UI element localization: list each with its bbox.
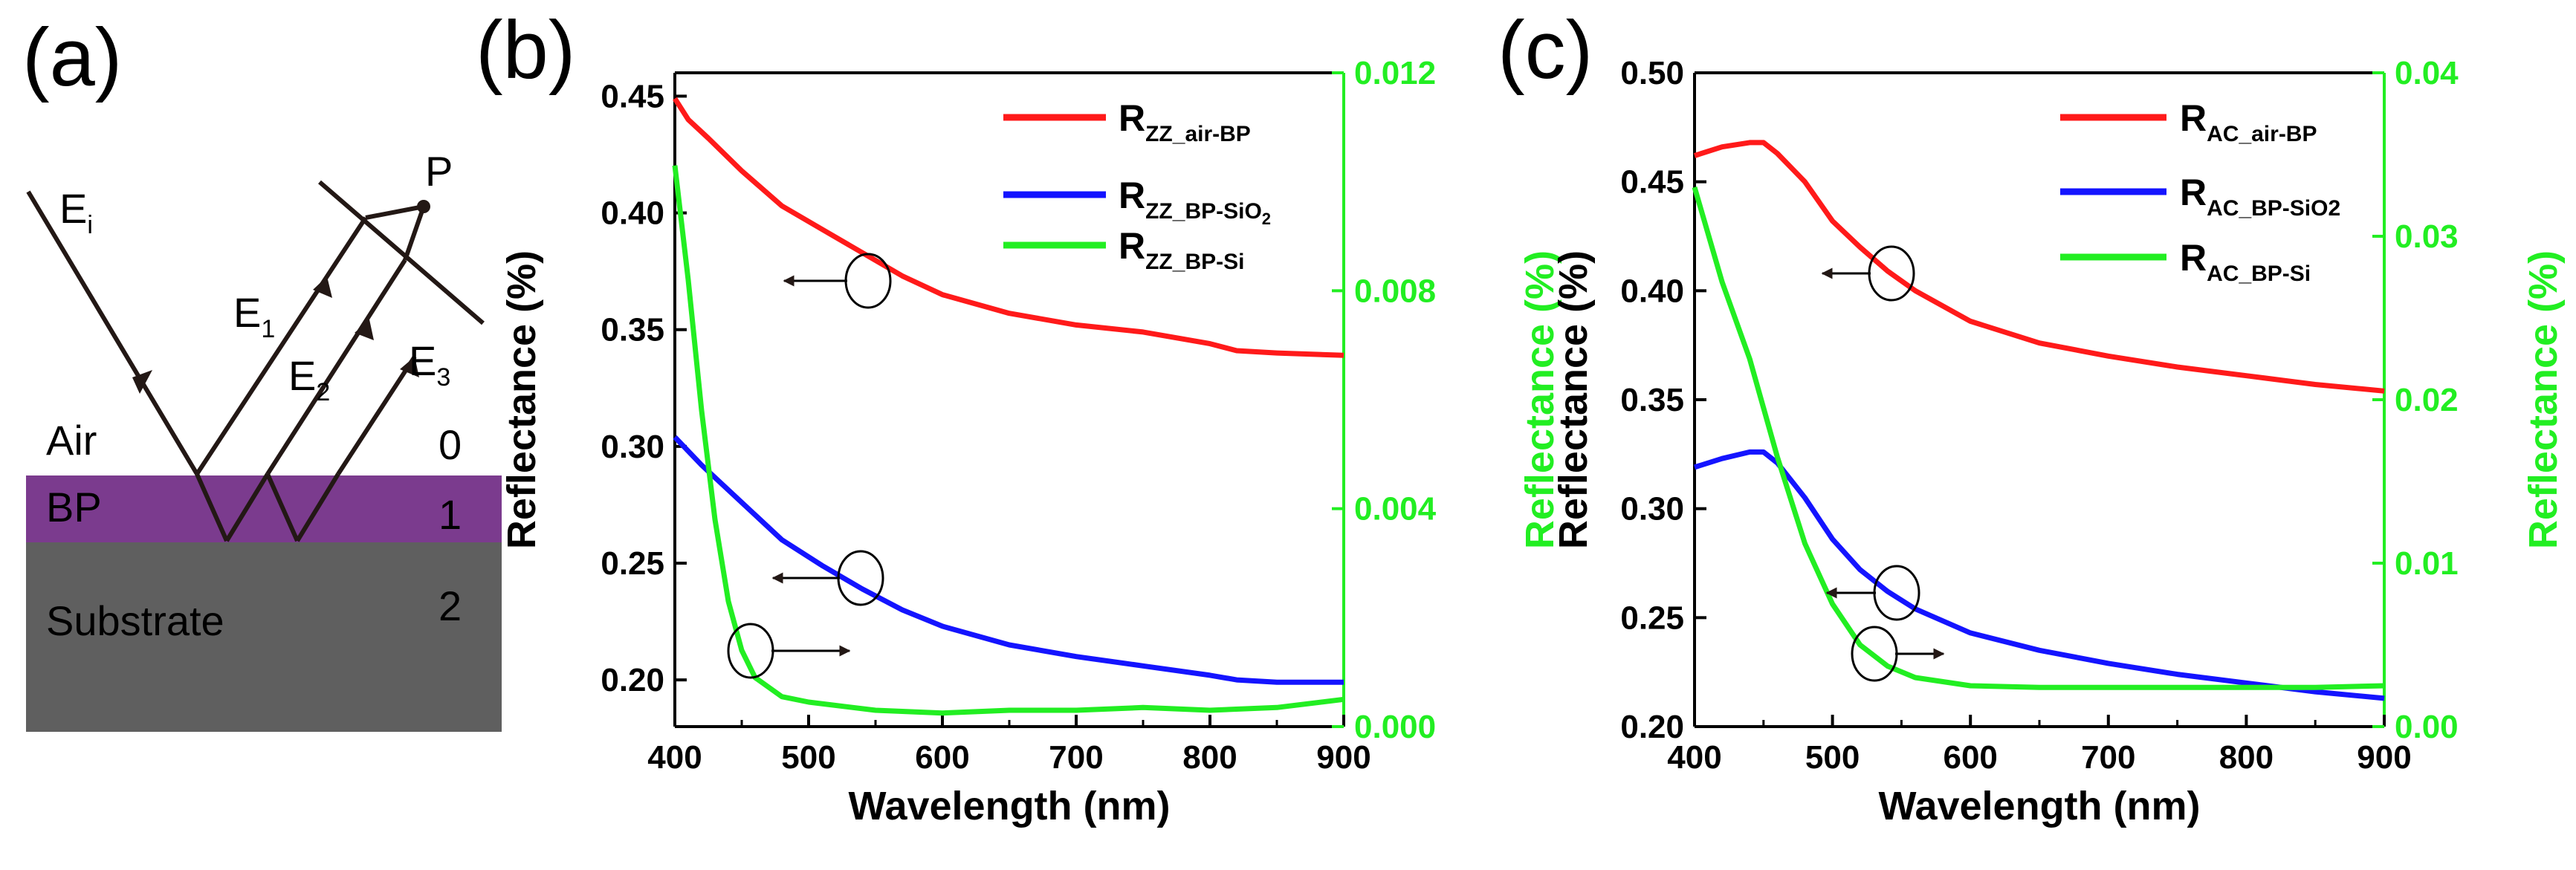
ylabel-right-c: Reflectance (%) (2521, 250, 2566, 549)
chart-c-annotations (1821, 245, 1945, 682)
refracted-ray-2 (265, 473, 300, 542)
series-line-c-0 (1693, 140, 2385, 394)
label-bp: BP (46, 484, 102, 530)
legend-b-red: RZZ_air-BP (1119, 97, 1251, 146)
wavefront-line (318, 180, 485, 325)
label-air: Air (46, 417, 97, 464)
xtick-label-b-0: 400 (647, 739, 702, 776)
legend-c-blue: RAC_BP-SiO2 (2180, 172, 2340, 221)
arrow-e3 (400, 357, 419, 377)
legend-b-blue: RZZ_BP-SiO2 (1119, 175, 1271, 228)
ytick-left-label-b-5: 0.45 (601, 78, 664, 114)
panel-a: (a) Ei E1 E2 E3 P Air 0 (22, 12, 502, 732)
chart-b: 400 500 600 700 800 900 0.20 0.25 0.30 0.35 0.40 0.… (499, 55, 1562, 828)
internal-ray-1 (224, 473, 270, 542)
ytick-right-label-b-0: 0.000 (1354, 709, 1436, 745)
path-to-p-1 (365, 204, 424, 220)
label-substrate-index: 2 (438, 582, 462, 629)
series-line-b-0 (673, 97, 1344, 358)
ytick-left-label-c-2: 0.30 (1620, 491, 1684, 527)
label-ei: Ei (59, 185, 93, 239)
ylabel-right-b: Reflectance (%) (1518, 250, 1562, 549)
xtick-label-c-3: 700 (2081, 739, 2135, 776)
label-e1: E1 (233, 289, 275, 343)
panel-b: (b) 400 500 600 700 800 900 0.20 0.25 0.30 0.35 0.… (476, 4, 1562, 828)
ytick-left-label-b-0: 0.20 (601, 662, 664, 698)
xtick-label-b-1: 500 (781, 739, 835, 776)
xtick-label-c-4: 800 (2219, 739, 2274, 776)
panel-b-letter: (b) (476, 4, 575, 96)
internal-ray-2 (295, 473, 340, 542)
ytick-left-label-b-4: 0.40 (601, 195, 664, 232)
legend-c-red: RAC_air-BP (2180, 97, 2317, 146)
ytick-left-label-c-4: 0.40 (1620, 273, 1684, 309)
arrow-e2 (355, 319, 374, 340)
panel-c-letter: (c) (1498, 4, 1593, 96)
ytick-right-label-c-2: 0.02 (2395, 382, 2459, 418)
xtick-label-b-5: 900 (1316, 739, 1370, 776)
annot-b-red-circle (844, 253, 892, 309)
ray-paths (26, 180, 485, 542)
incident-ray (26, 190, 199, 475)
ytick-left-label-c-0: 0.20 (1620, 709, 1684, 745)
label-substrate: Substrate (46, 597, 224, 644)
xtick-label-b-3: 700 (1049, 739, 1103, 776)
series-line-c-2 (1692, 186, 2385, 690)
label-bp-index: 1 (438, 491, 462, 538)
ylabel-left-b: Reflectance (%) (499, 250, 544, 549)
ytick-left-label-c-3: 0.35 (1620, 382, 1684, 418)
chart-b-legend: RZZ_air-BP RZZ_BP-SiO2 RZZ_BP-Si (1003, 97, 1271, 274)
ytick-right-label-c-1: 0.01 (2395, 545, 2459, 582)
xlabel-c: Wavelength (nm) (1878, 784, 2200, 828)
xtick-label-b-4: 800 (1182, 739, 1237, 776)
series-line-b-2 (672, 165, 1344, 716)
ytick-right-label-c-4: 0.04 (2395, 55, 2459, 91)
arrow-e1 (313, 276, 332, 298)
ytick-left-label-c-5: 0.45 (1620, 164, 1684, 201)
transmitted-ray-e2 (265, 259, 407, 475)
bp-layer (26, 475, 502, 542)
ytick-right-label-b-1: 0.004 (1354, 491, 1437, 527)
annot-c-blue-circle (1873, 565, 1920, 621)
ytick-left-label-b-1: 0.25 (601, 545, 664, 582)
ray-arrowheads (132, 276, 419, 394)
label-e3: E3 (409, 337, 450, 392)
xtick-label-c-2: 600 (1943, 739, 1997, 776)
ytick-right-label-c-3: 0.03 (2395, 218, 2459, 255)
ytick-right-label-b-3: 0.012 (1354, 55, 1436, 91)
refracted-ray-1 (195, 473, 229, 542)
xtick-label-c-5: 900 (2357, 739, 2411, 776)
xtick-label-c-1: 500 (1805, 739, 1860, 776)
chart-c-legend: RAC_air-BP RAC_BP-SiO2 RAC_BP-Si (2060, 97, 2340, 286)
ytick-left-label-c-1: 0.25 (1620, 600, 1684, 636)
point-p (417, 200, 430, 213)
xlabel-b: Wavelength (nm) (848, 784, 1170, 828)
label-air-index: 0 (438, 421, 462, 468)
ytick-left-label-b-2: 0.30 (601, 429, 664, 465)
reflected-ray-e1 (195, 216, 368, 475)
legend-b-green: RZZ_BP-Si (1119, 225, 1244, 274)
ylabel-left-c: Reflectance (%) (1551, 250, 1596, 549)
series-line-c-1 (1693, 449, 2385, 701)
chart-c: 400 500 600 700 800 900 0.20 0.25 0.30 0.35 0.40 0.… (1551, 55, 2566, 828)
xtick-label-c-0: 400 (1667, 739, 1721, 776)
chart-b-annotations (727, 253, 892, 679)
path-to-p-2 (403, 206, 426, 261)
ytick-right-label-c-0: 0.00 (2395, 709, 2459, 745)
transmitted-ray-e3 (336, 355, 417, 475)
ytick-right-label-b-2: 0.008 (1354, 273, 1436, 309)
legend-c-green: RAC_BP-Si (2180, 237, 2311, 286)
ytick-left-label-b-3: 0.35 (601, 312, 664, 348)
ytick-left-label-c-6: 0.50 (1620, 55, 1684, 91)
xtick-label-b-2: 600 (915, 739, 969, 776)
substrate-layer (26, 542, 502, 732)
label-e2: E2 (288, 352, 330, 406)
arrow-incident (132, 370, 152, 394)
panel-c: (c) 400 500 600 700 800 900 0.20 0.25 0.30 0.35 0.… (1498, 4, 2566, 828)
panel-a-letter: (a) (22, 12, 122, 103)
series-line-b-1 (673, 435, 1344, 685)
label-p: P (425, 148, 453, 195)
